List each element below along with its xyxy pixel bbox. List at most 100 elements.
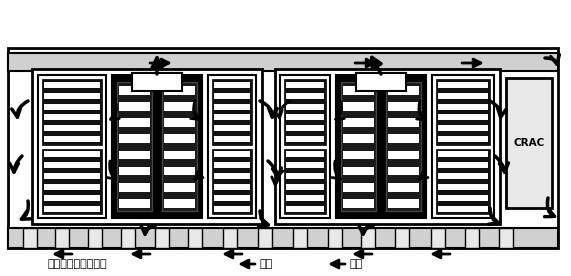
Bar bbox=[132, 73, 182, 91]
Bar bbox=[438, 104, 488, 110]
Bar bbox=[395, 228, 409, 248]
Bar bbox=[438, 173, 488, 179]
Bar bbox=[44, 206, 100, 212]
Bar bbox=[119, 118, 150, 127]
Bar bbox=[164, 102, 195, 111]
Bar bbox=[388, 118, 419, 127]
Bar bbox=[8, 53, 558, 71]
Bar bbox=[361, 228, 375, 248]
Bar bbox=[119, 167, 150, 176]
Bar bbox=[432, 75, 494, 218]
Bar bbox=[356, 73, 406, 91]
Bar bbox=[343, 134, 373, 143]
Bar bbox=[286, 162, 324, 168]
Bar bbox=[286, 125, 324, 131]
Bar bbox=[293, 228, 307, 248]
Bar bbox=[44, 173, 100, 179]
Bar bbox=[343, 150, 373, 159]
Bar bbox=[44, 115, 100, 121]
Bar bbox=[286, 82, 324, 88]
Bar bbox=[438, 151, 488, 157]
Bar bbox=[343, 86, 373, 95]
Bar bbox=[44, 151, 100, 157]
Bar bbox=[164, 199, 195, 208]
Bar bbox=[388, 150, 419, 159]
Text: CRAC: CRAC bbox=[513, 138, 545, 148]
Bar bbox=[286, 104, 324, 110]
Bar bbox=[465, 228, 479, 248]
Bar bbox=[336, 75, 426, 218]
Bar bbox=[214, 82, 250, 88]
Bar bbox=[55, 228, 69, 248]
Bar bbox=[286, 151, 324, 157]
Bar bbox=[343, 118, 373, 127]
Bar bbox=[214, 162, 250, 168]
Bar bbox=[44, 104, 100, 110]
Bar bbox=[214, 206, 250, 212]
Bar bbox=[286, 115, 324, 121]
Bar bbox=[438, 82, 488, 88]
Bar bbox=[284, 148, 326, 214]
Bar bbox=[119, 86, 150, 95]
Bar bbox=[23, 228, 37, 248]
Bar bbox=[388, 134, 419, 143]
Bar bbox=[214, 173, 250, 179]
Bar bbox=[438, 93, 488, 99]
Bar bbox=[164, 183, 195, 192]
Text: 热风: 热风 bbox=[350, 259, 363, 269]
Bar bbox=[286, 206, 324, 212]
Bar bbox=[32, 69, 262, 224]
Bar bbox=[44, 82, 100, 88]
Bar bbox=[343, 183, 373, 192]
Bar bbox=[438, 125, 488, 131]
Bar bbox=[132, 73, 182, 91]
Bar bbox=[388, 183, 419, 192]
Bar bbox=[42, 148, 102, 214]
Bar bbox=[438, 115, 488, 121]
Bar bbox=[214, 136, 250, 142]
Bar bbox=[438, 136, 488, 142]
Bar bbox=[328, 228, 342, 248]
Text: 热通道封闭示意图：: 热通道封闭示意图： bbox=[48, 259, 107, 269]
Bar bbox=[119, 150, 150, 159]
Bar bbox=[119, 102, 150, 111]
Bar bbox=[388, 199, 419, 208]
Bar bbox=[38, 75, 106, 218]
Bar bbox=[436, 148, 490, 214]
Bar bbox=[286, 184, 324, 190]
Bar bbox=[8, 48, 558, 248]
Bar bbox=[112, 75, 202, 218]
Bar bbox=[44, 93, 100, 99]
Bar bbox=[284, 79, 326, 145]
Bar bbox=[212, 79, 252, 145]
Bar bbox=[42, 79, 102, 145]
Bar bbox=[214, 104, 250, 110]
Bar bbox=[286, 136, 324, 142]
Bar bbox=[44, 125, 100, 131]
Bar bbox=[164, 167, 195, 176]
Bar bbox=[118, 82, 151, 211]
Bar bbox=[436, 79, 490, 145]
Bar bbox=[155, 228, 169, 248]
Bar bbox=[44, 162, 100, 168]
Bar bbox=[44, 195, 100, 201]
Bar bbox=[258, 228, 272, 248]
Bar bbox=[44, 184, 100, 190]
Bar bbox=[164, 134, 195, 143]
Bar bbox=[280, 75, 330, 218]
Bar bbox=[438, 195, 488, 201]
Bar bbox=[275, 69, 500, 224]
Bar bbox=[343, 102, 373, 111]
Bar bbox=[88, 228, 102, 248]
Bar bbox=[119, 134, 150, 143]
Text: 冷风: 冷风 bbox=[260, 259, 274, 269]
Bar bbox=[499, 228, 513, 248]
Bar bbox=[214, 125, 250, 131]
Bar bbox=[438, 206, 488, 212]
Bar bbox=[119, 199, 150, 208]
Bar bbox=[438, 184, 488, 190]
Bar bbox=[164, 150, 195, 159]
Bar bbox=[223, 228, 237, 248]
Bar bbox=[212, 148, 252, 214]
Bar bbox=[188, 228, 202, 248]
